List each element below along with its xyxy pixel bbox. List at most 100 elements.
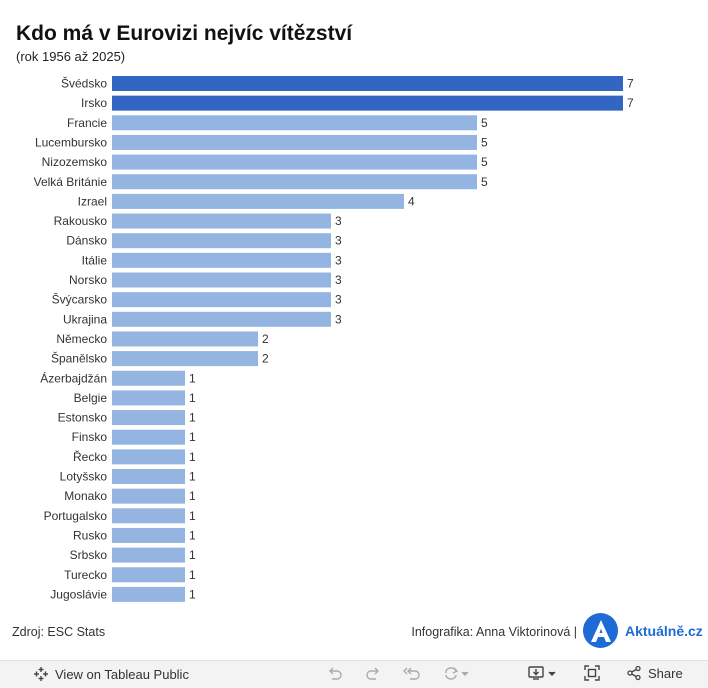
category-label: Španělsko <box>51 351 107 366</box>
value-label: 1 <box>189 391 196 405</box>
value-label: 3 <box>335 234 342 248</box>
chart-title: Kdo má v Eurovizi nejvíc vítězství <box>16 22 353 45</box>
bar[interactable] <box>112 292 331 308</box>
aktualne-logo-icon[interactable] <box>583 613 618 648</box>
viz-canvas: Kdo má v Eurovizi nejvíc vítězství (rok … <box>12 22 703 648</box>
category-label: Francie <box>67 116 107 130</box>
category-label: Portugalsko <box>44 509 108 523</box>
value-label: 2 <box>262 352 269 366</box>
category-label: Rakousko <box>54 214 108 228</box>
bar[interactable] <box>112 351 258 367</box>
bar[interactable] <box>112 469 185 484</box>
value-label: 1 <box>189 568 196 582</box>
tableau-icon <box>33 666 49 682</box>
refresh-icon[interactable] <box>443 665 469 681</box>
bar[interactable] <box>112 193 404 209</box>
category-label: Švýcarsko <box>52 292 108 307</box>
value-label: 5 <box>481 175 488 189</box>
value-label: 1 <box>189 450 196 464</box>
bar[interactable] <box>112 429 185 445</box>
category-label: Itálie <box>82 253 108 267</box>
bar[interactable] <box>112 154 477 170</box>
value-label: 5 <box>481 155 488 169</box>
category-label: Irsko <box>81 96 107 110</box>
bar[interactable] <box>112 252 331 268</box>
view-controls: Share <box>528 665 683 681</box>
category-label: Řecko <box>73 449 107 464</box>
value-label: 7 <box>627 96 634 110</box>
value-label: 1 <box>189 489 196 503</box>
bar[interactable] <box>112 547 185 563</box>
fullscreen-icon[interactable] <box>584 665 600 681</box>
category-label: Jugoslávie <box>50 587 107 601</box>
bar[interactable] <box>112 331 258 347</box>
value-label: 3 <box>335 312 342 326</box>
share-label: Share <box>648 665 683 681</box>
bar[interactable] <box>112 586 185 602</box>
category-label: Norsko <box>69 273 107 287</box>
category-label: Monako <box>64 489 107 503</box>
category-label: Estonsko <box>58 411 108 425</box>
bar[interactable] <box>112 508 185 524</box>
bar[interactable] <box>112 213 331 229</box>
tableau-toolbar: View on Tableau Public <box>0 660 708 688</box>
value-label: 1 <box>189 430 196 444</box>
category-label: Lucembursko <box>35 135 107 149</box>
aktualne-logo-text[interactable]: Aktuálně.cz <box>625 623 703 639</box>
bar[interactable] <box>112 311 331 327</box>
revert-icon[interactable] <box>403 665 421 681</box>
category-label: Turecko <box>64 568 107 582</box>
category-label: Švédsko <box>61 76 107 91</box>
bar[interactable] <box>112 410 185 426</box>
category-label: Belgie <box>74 391 108 405</box>
view-on-tableau-button[interactable]: View on Tableau Public <box>33 666 189 682</box>
bar[interactable] <box>112 115 477 131</box>
view-on-tableau-label: View on Tableau Public <box>55 666 189 682</box>
redo-icon[interactable] <box>365 665 381 681</box>
bar[interactable] <box>112 390 185 406</box>
bar[interactable] <box>112 76 623 91</box>
category-label: Ukrajina <box>63 312 107 326</box>
category-label: Finsko <box>72 430 108 444</box>
bar[interactable] <box>112 134 477 150</box>
value-label: 1 <box>189 509 196 523</box>
category-label: Ázerbajdžán <box>40 370 107 385</box>
bar[interactable] <box>112 370 185 386</box>
category-label: Izrael <box>78 194 107 208</box>
value-label: 3 <box>335 214 342 228</box>
bar[interactable] <box>112 233 331 249</box>
bar[interactable] <box>112 272 331 288</box>
credit-note: Infografika: Anna Viktorinová | <box>411 625 577 639</box>
share-button[interactable]: Share <box>626 665 683 681</box>
category-label: Dánsko <box>66 234 107 248</box>
category-label: Velká Británie <box>34 175 108 189</box>
value-label: 3 <box>335 253 342 267</box>
bar[interactable] <box>112 449 185 465</box>
undo-icon[interactable] <box>327 665 343 681</box>
value-label: 1 <box>189 587 196 601</box>
value-label: 5 <box>481 135 488 149</box>
chart-subtitle: (rok 1956 až 2025) <box>16 49 126 64</box>
value-label: 1 <box>189 528 196 542</box>
source-note: Zdroj: ESC Stats <box>12 625 106 639</box>
category-label: Rusko <box>73 528 107 542</box>
bar[interactable] <box>112 488 185 504</box>
category-label: Srbsko <box>70 548 108 562</box>
value-label: 7 <box>627 77 634 91</box>
value-label: 3 <box>335 273 342 287</box>
history-controls <box>327 665 469 681</box>
download-icon[interactable] <box>528 665 558 681</box>
value-label: 1 <box>189 470 196 484</box>
category-label: Německo <box>56 332 107 346</box>
bar[interactable] <box>112 527 185 543</box>
bar[interactable] <box>112 567 185 583</box>
value-label: 1 <box>189 548 196 562</box>
bar[interactable] <box>112 174 477 190</box>
value-label: 5 <box>481 116 488 130</box>
share-icon <box>626 665 642 681</box>
value-label: 1 <box>189 371 196 385</box>
logo-letter-a-icon <box>590 619 611 642</box>
bar-chart: Švédsko 7 Irsko 7 Francie 5 Lucembursko 5 Nizoze… <box>34 76 634 602</box>
bar[interactable] <box>112 95 623 111</box>
value-label: 2 <box>262 332 269 346</box>
